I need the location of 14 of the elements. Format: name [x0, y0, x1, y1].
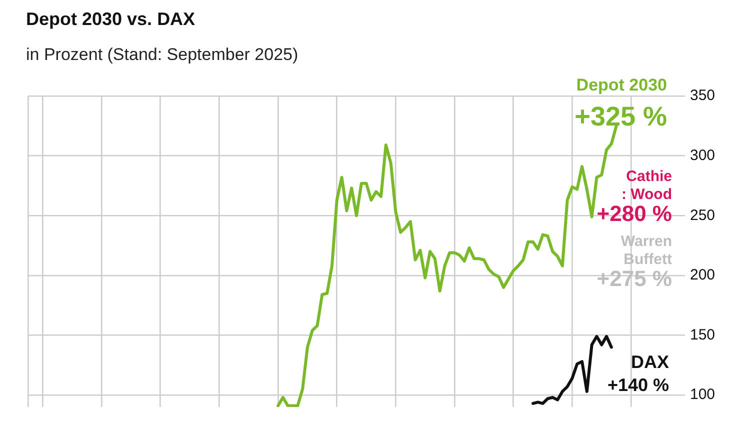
annotation: Warren Buffett +275 %: [596, 233, 672, 292]
y-tick-label: 100: [690, 386, 716, 404]
y-tick-label: 350: [690, 87, 716, 104]
y-tick-label: 150: [690, 326, 716, 344]
chart-title: Depot 2030 vs. DAX: [26, 9, 196, 30]
annotation: +140 %: [607, 374, 669, 395]
y-tick-label: 300: [690, 146, 716, 164]
y-tick-label: 200: [690, 266, 716, 284]
annotation: +325 %: [574, 101, 667, 132]
annotation: Cathie : Wood +280 %: [596, 168, 672, 226]
y-tick-label: 250: [690, 206, 716, 224]
chart-subtitle: in Prozent (Stand: September 2025): [26, 45, 298, 65]
series-label: DAX: [630, 352, 669, 372]
text: Depot 2030: [576, 76, 667, 95]
